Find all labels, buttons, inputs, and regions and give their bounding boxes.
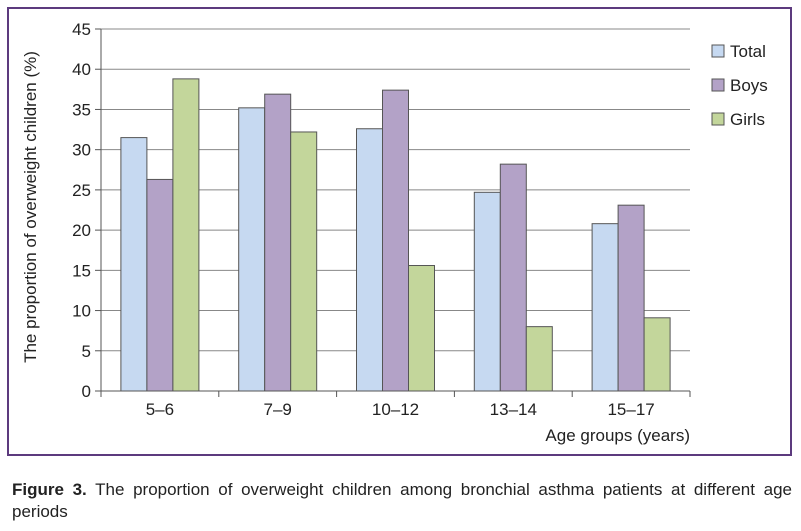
- bar-girls-2: [290, 131, 318, 392]
- legend-label-total: Total: [730, 42, 766, 61]
- legend-swatch-girls: [711, 112, 725, 126]
- bar-boys-3: [382, 89, 409, 392]
- bar-boys-1: [146, 178, 174, 392]
- bar-total-1: [120, 137, 148, 392]
- y-tick-label: 45: [72, 20, 91, 39]
- bar-boys-5: [617, 204, 645, 392]
- y-tick-label: 35: [72, 100, 91, 119]
- y-tick-label: 0: [82, 382, 91, 401]
- y-tick-labels: 0 5 10 15 20 25 30 35 40 45: [72, 20, 91, 401]
- legend-swatch-boys: [711, 78, 725, 92]
- x-tick-label: 5–6: [146, 400, 174, 419]
- legend-label-boys: Boys: [730, 76, 768, 95]
- chart-svg: 0 5 10 15 20 25 30 35 40 45 5–6 7–9 10–12 13–14 15–17…: [21, 20, 768, 445]
- legend-label-girls: Girls: [730, 110, 765, 129]
- bar-girls-5: [643, 317, 671, 392]
- figure-caption: Figure 3. The proportion of overweight c…: [12, 479, 792, 523]
- bar-girls-1: [172, 78, 200, 392]
- bar-girls-3: [408, 265, 435, 392]
- y-axis-label: The proportion of overweight children (%…: [21, 51, 40, 363]
- x-tick-label: 7–9: [264, 400, 292, 419]
- axes: [95, 28, 691, 397]
- bar-total-3: [356, 128, 383, 392]
- bar-total-2: [238, 107, 266, 392]
- bar-total-4: [473, 191, 501, 392]
- y-tick-label: 40: [72, 60, 91, 79]
- y-tick-label: 30: [72, 141, 91, 160]
- bar-boys-4: [499, 163, 527, 392]
- y-tick-label: 15: [72, 261, 91, 280]
- caption-text: The proportion of overweight children am…: [12, 480, 792, 521]
- x-tick-labels: 5–6 7–9 10–12 13–14 15–17: [146, 400, 655, 419]
- y-tick-label: 20: [72, 221, 91, 240]
- x-axis-label: Age groups (years): [545, 426, 690, 445]
- x-tick-label: 13–14: [490, 400, 537, 419]
- y-tick-label: 10: [72, 302, 91, 321]
- y-tick-label: 25: [72, 181, 91, 200]
- legend-swatch-total: [711, 44, 725, 58]
- bar-boys-2: [264, 93, 292, 392]
- y-tick-label: 5: [82, 342, 91, 361]
- legend: Total Boys Girls: [711, 42, 768, 129]
- caption-label: Figure 3.: [12, 480, 87, 499]
- x-tick-label: 15–17: [607, 400, 654, 419]
- bar-total-5: [591, 223, 619, 392]
- bar-girls-4: [525, 326, 553, 392]
- x-tick-label: 10–12: [372, 400, 419, 419]
- bars: [120, 78, 671, 392]
